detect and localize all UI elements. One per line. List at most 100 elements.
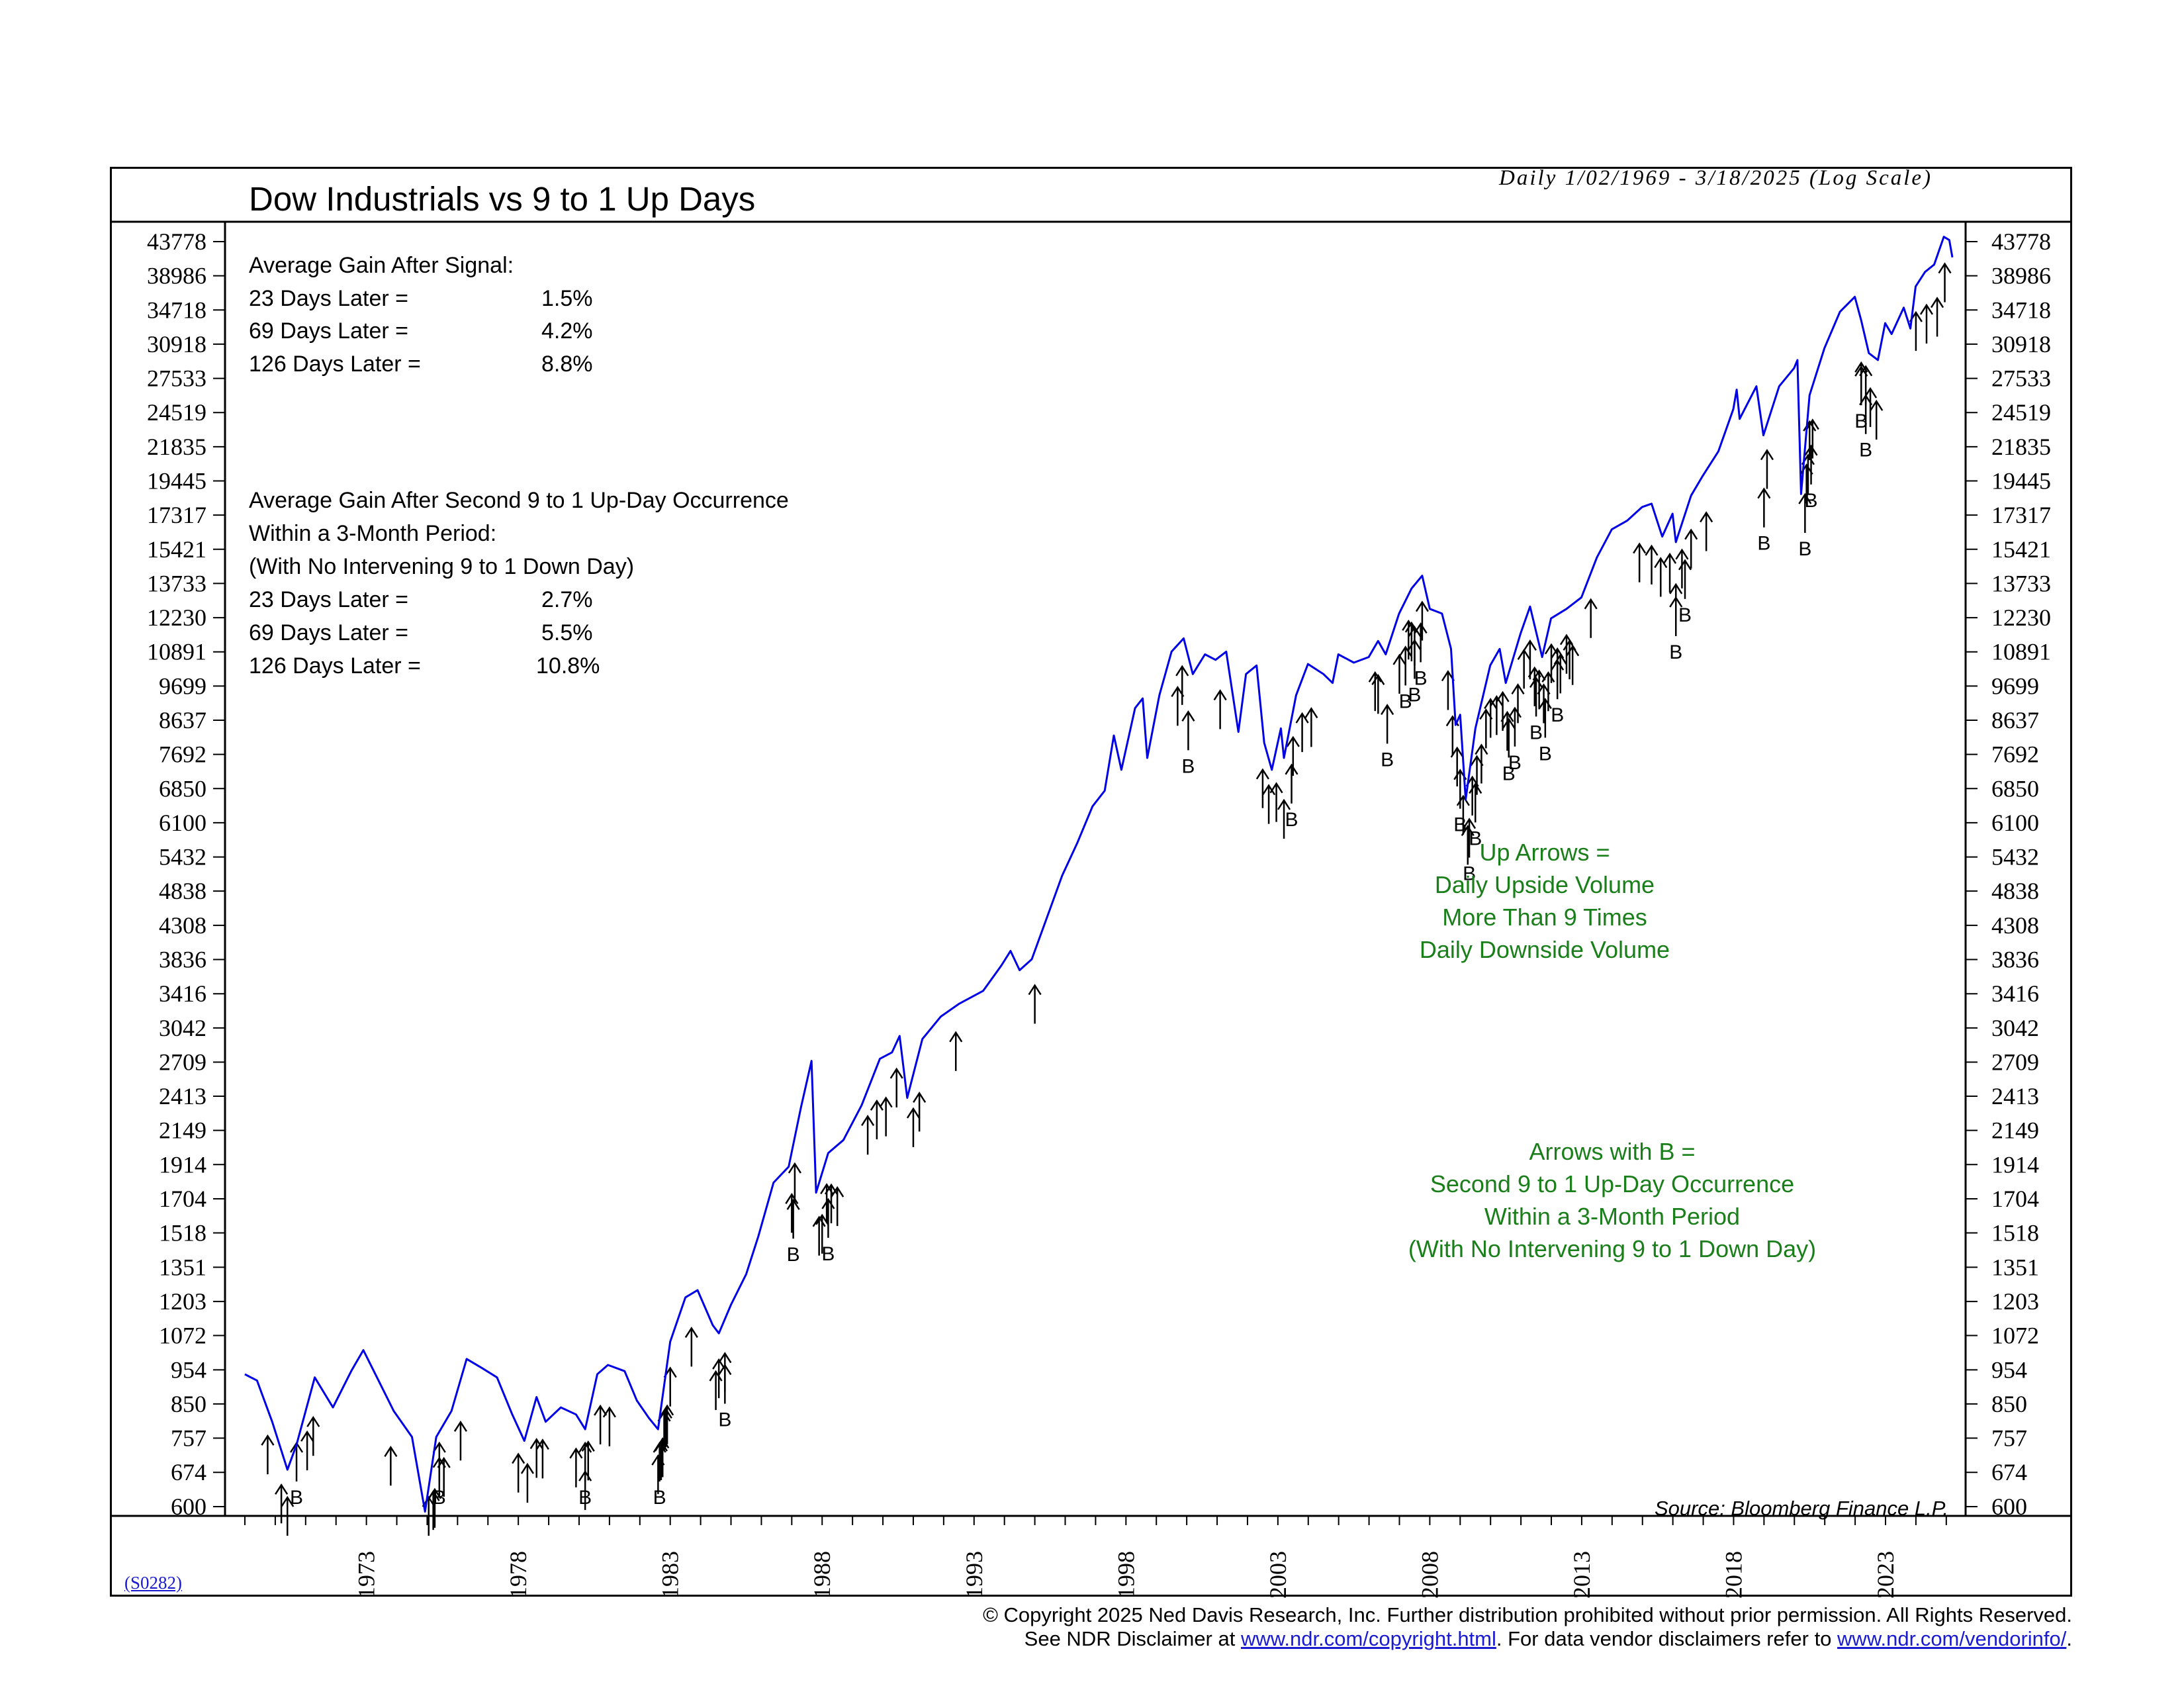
disclaimer-line: See NDR Disclaimer at www.ndr.com/copyri…	[1024, 1627, 2072, 1651]
y-tick-label: 12230	[1991, 604, 2051, 631]
y-tick-label: 5432	[1991, 844, 2039, 870]
y-axis-left: 43778 38986 34718 30918 27533 24519 21835 19445…	[147, 228, 225, 1520]
b-arrow	[1181, 710, 1195, 751]
arrow-head	[1286, 735, 1300, 747]
y-tick-label: 9699	[1991, 673, 2039, 699]
up-arrow	[1919, 303, 1934, 344]
y-tick-label: 13733	[147, 570, 206, 596]
arrow-head	[1511, 683, 1525, 695]
arrow-head	[1450, 746, 1464, 758]
y-tick-label: 4838	[159, 878, 206, 904]
arrow-head	[889, 1067, 903, 1079]
arrow-head	[1584, 598, 1598, 610]
y-tick-label: 850	[1991, 1391, 2027, 1417]
arrow-head	[1551, 659, 1565, 671]
arrow-head	[786, 1198, 800, 1210]
x-tick-label: 1973	[353, 1551, 380, 1599]
arrow-head	[1414, 622, 1428, 634]
y-tick-label: 3836	[159, 947, 206, 973]
up-arrow	[1675, 548, 1689, 588]
arrow-head	[529, 1438, 543, 1450]
disclaimer-text: .	[2066, 1627, 2072, 1650]
arrow-head	[1463, 818, 1477, 829]
arrow-head	[1529, 677, 1543, 688]
arrow-head	[1700, 511, 1713, 523]
y-tick-label: 24519	[147, 399, 206, 426]
x-tick-label: 2003	[1265, 1551, 1291, 1599]
y-tick-label: 2709	[1991, 1049, 2039, 1076]
arrow-head	[1538, 698, 1552, 710]
stats2-heading-line: Within a 3-Month Period:	[249, 521, 496, 546]
stats1-row-label: 69 Days Later =	[249, 318, 408, 344]
y-tick-label: 30918	[1991, 331, 2051, 357]
legend-b-line: Within a 3-Month Period	[1484, 1203, 1740, 1230]
chart-code-link[interactable]: (S0282)	[124, 1573, 182, 1593]
y-tick-label: 8637	[159, 707, 206, 733]
y-tick-label: 43778	[147, 228, 206, 255]
stats1-row-value: 1.5%	[541, 286, 593, 311]
y-tick-label: 1072	[1991, 1322, 2039, 1348]
b-label: B	[1463, 863, 1476, 885]
legend-b-line: Second 9 to 1 Up-Day Occurrence	[1430, 1170, 1794, 1197]
arrow-head	[1919, 303, 1934, 315]
arrow-head	[1461, 825, 1475, 837]
arrow-head	[785, 1192, 799, 1204]
stats2-heading-line: Average Gain After Second 9 to 1 Up-Day …	[249, 488, 789, 513]
up-arrow	[1277, 798, 1291, 839]
up-arrow	[1496, 690, 1510, 731]
b-label: B	[653, 1487, 666, 1509]
b-label: B	[1508, 752, 1522, 774]
up-arrow	[1532, 669, 1546, 710]
arrow-head	[1805, 418, 1819, 430]
arrow-head	[1654, 557, 1668, 569]
arrow-head	[453, 1421, 467, 1432]
y-tick-label: 3042	[1991, 1015, 2039, 1041]
arrow-head	[1675, 548, 1689, 560]
up-arrow	[1654, 557, 1668, 597]
b-arrow	[1285, 763, 1298, 804]
up-arrow	[1645, 544, 1659, 585]
y-tick-label: 1203	[159, 1288, 206, 1315]
y-tick-label: 27533	[1991, 365, 2051, 392]
up-arrow	[831, 1186, 844, 1227]
arrow-head	[718, 1352, 732, 1364]
up-arrow	[520, 1462, 534, 1503]
stats2-row-value: 10.8%	[536, 653, 600, 679]
b-arrow	[1529, 677, 1543, 717]
y-tick-label: 38986	[147, 263, 206, 289]
b-label: B	[578, 1487, 592, 1509]
y-tick-label: 10891	[1991, 639, 2051, 665]
copyright-link[interactable]: www.ndr.com/copyright.html	[1240, 1627, 1496, 1650]
y-tick-label: 6100	[1991, 810, 2039, 836]
y-tick-label: 2709	[159, 1049, 206, 1076]
b-arrow	[1757, 487, 1771, 528]
y-tick-label: 674	[171, 1459, 206, 1485]
up-arrow	[384, 1445, 398, 1486]
y-tick-label: 5432	[159, 844, 206, 870]
arrow-head	[1508, 706, 1522, 718]
y-tick-label: 15421	[147, 536, 206, 563]
up-arrow	[1684, 528, 1698, 569]
up-arrow	[261, 1434, 275, 1475]
y-tick-label: 34718	[147, 297, 206, 323]
arrow-head	[1262, 784, 1276, 796]
arrow-head	[275, 1483, 289, 1495]
up-arrow	[1511, 683, 1525, 724]
y-tick-label: 21835	[1991, 434, 2051, 460]
y-tick-label: 1518	[1991, 1220, 2039, 1246]
up-arrow	[812, 1215, 826, 1256]
legend-b-arrows: Arrows with B = Second 9 to 1 Up-Day Occ…	[1408, 1138, 1816, 1262]
y-tick-label: 2149	[159, 1117, 206, 1144]
arrow-head	[949, 1031, 963, 1043]
y-tick-label: 19445	[147, 468, 206, 494]
arrow-head	[718, 1364, 732, 1376]
arrow-head	[261, 1434, 275, 1446]
y-tick-label: 1351	[1991, 1254, 2039, 1280]
y-tick-label: 1351	[159, 1254, 206, 1280]
vendorinfo-link[interactable]: www.ndr.com/vendorinfo/	[1837, 1627, 2067, 1650]
source-note: Source: Bloomberg Finance L.P.	[1655, 1497, 1948, 1520]
y-tick-label: 17317	[1991, 502, 2051, 528]
b-label: B	[1678, 604, 1692, 626]
